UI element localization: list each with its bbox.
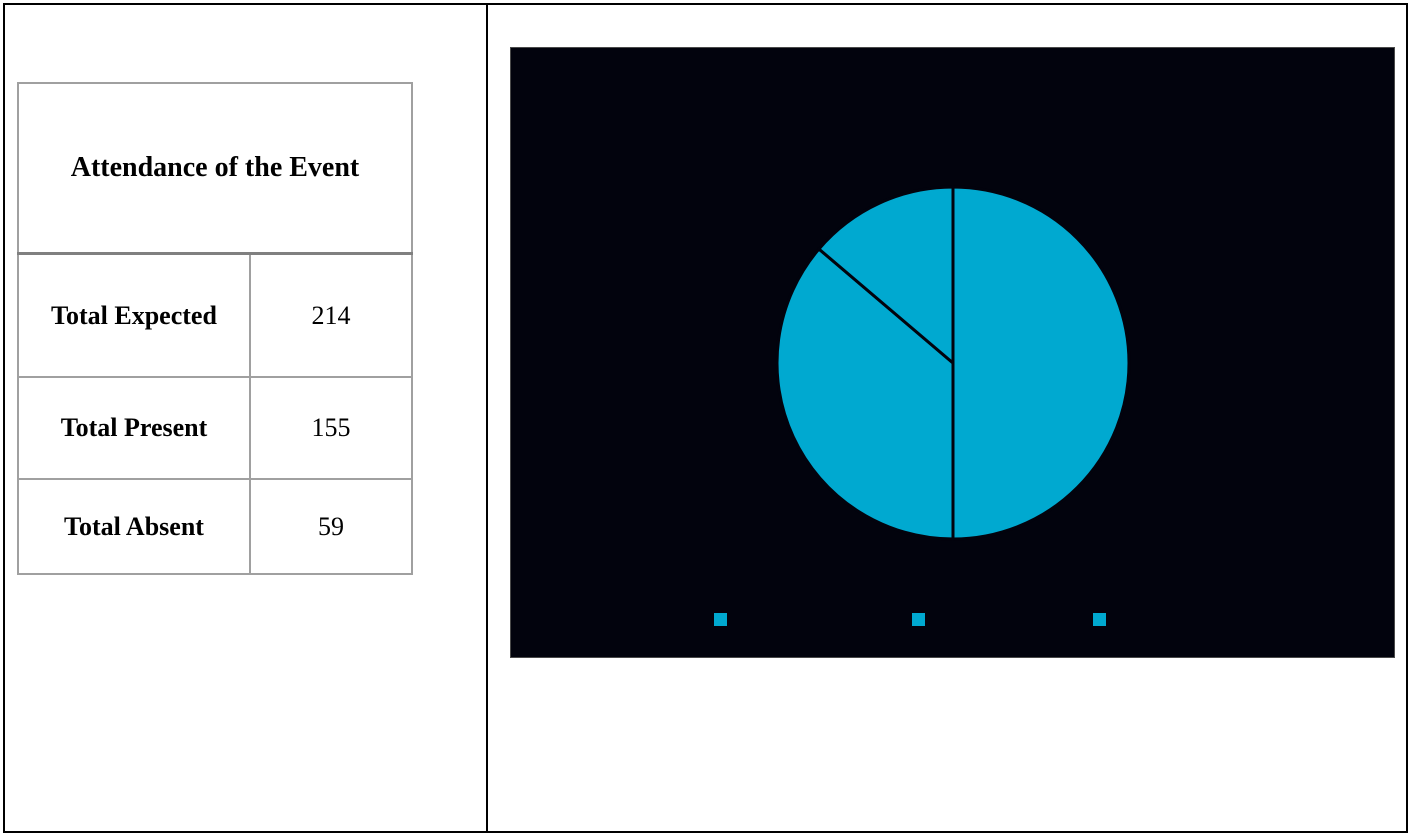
pie-slice-2 [817, 185, 955, 365]
legend-marker-1 [912, 613, 925, 626]
total-present-value: 155 [249, 376, 413, 480]
legend-marker-0 [714, 613, 727, 626]
pie-slice-0 [951, 185, 1131, 541]
total-absent-value: 59 [249, 478, 413, 575]
total-expected-label: Total Expected [17, 252, 251, 378]
total-absent-label: Total Absent [17, 478, 251, 575]
total-present-label: Total Present [17, 376, 251, 480]
table-row: Total Expected 214 [17, 252, 413, 378]
pie-slices [775, 185, 1131, 541]
chart-legend [714, 613, 1106, 626]
attendance-table-title: Attendance of the Event [17, 82, 413, 255]
total-expected-value: 214 [249, 252, 413, 378]
column-divider [486, 3, 488, 833]
table-row: Total Present 155 [17, 376, 413, 480]
pie-chart-svg [714, 185, 1131, 626]
attendance-table: Attendance of the Event Total Expected 2… [17, 82, 413, 575]
pie-slice-1 [775, 247, 955, 541]
table-row: Total Absent 59 [17, 478, 413, 575]
attendance-pie-chart [510, 47, 1395, 658]
legend-marker-2 [1093, 613, 1106, 626]
